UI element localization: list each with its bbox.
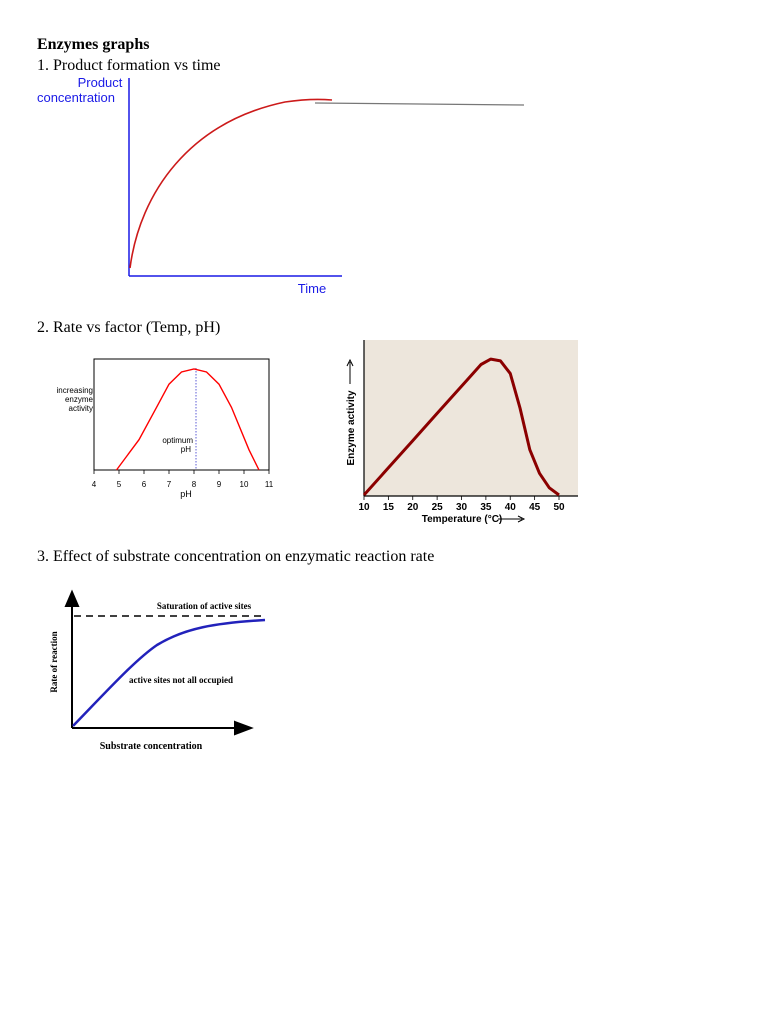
c2-x-tick-label: 5 bbox=[117, 480, 122, 489]
c2-plot-frame bbox=[93, 358, 270, 471]
section-heading-2: 2. Rate vs factor (Temp, pH) bbox=[37, 319, 221, 336]
c3-x-tick-label: 30 bbox=[456, 502, 468, 513]
temperature-chart: Enzyme activity 10 15 20 25 30 35 40 45 50 Tempe… bbox=[346, 340, 578, 525]
c2-x-tick-label: 6 bbox=[142, 480, 147, 489]
c2-x-tick-label: 11 bbox=[265, 480, 274, 489]
c3-x-tick-label: 35 bbox=[480, 502, 492, 513]
c4-saturation-label: Saturation of active sites bbox=[157, 601, 252, 611]
ph-chart: increasing enzyme activity optimum pH 4 5… bbox=[57, 358, 274, 499]
c3-curve bbox=[362, 357, 560, 497]
document-title: Enzymes graphs bbox=[37, 36, 150, 53]
c4-ylabel-text: Rate of reaction bbox=[49, 631, 59, 692]
c2-curve bbox=[115, 368, 260, 471]
c2-x-tick-label: 8 bbox=[192, 480, 197, 489]
c4-xlabel: Substrate concentration bbox=[100, 741, 203, 752]
c4-ylabel: Rate of reaction bbox=[49, 631, 59, 692]
c3-x-tick-label: 45 bbox=[529, 502, 541, 513]
c2-x-tick-label: 4 bbox=[92, 480, 97, 489]
c1-plateau-line bbox=[314, 102, 525, 106]
c1-ylabel-line-1: Product bbox=[78, 75, 123, 90]
c2-ylabel: increasing enzyme activity bbox=[57, 386, 94, 413]
c3-x-tick-label: 15 bbox=[383, 502, 395, 513]
c2-ylabel-line: activity bbox=[69, 404, 93, 413]
c3-x-ticks: 10 15 20 25 30 35 40 45 50 bbox=[358, 496, 565, 513]
c1-xlabel: Time bbox=[298, 281, 326, 296]
c3-x-tick-label: 25 bbox=[432, 502, 444, 513]
c2-x-tick-label: 9 bbox=[217, 480, 222, 489]
substrate-chart: Saturation of active sites active sites … bbox=[49, 589, 266, 752]
c2-ylabel-line: enzyme bbox=[65, 395, 94, 404]
c3-x-tick-label: 40 bbox=[505, 502, 517, 513]
c2-optimum-label-line-2: pH bbox=[181, 445, 191, 454]
c2-ylabel-line: increasing bbox=[57, 386, 93, 395]
c2-x-ticks: 4 5 6 7 8 9 10 11 bbox=[92, 470, 274, 489]
c3-x-tick-label: 20 bbox=[407, 502, 419, 513]
c3-ylabel-text: Enzyme activity bbox=[346, 390, 357, 465]
c2-x-tick-label: 7 bbox=[167, 480, 172, 489]
c4-x-axis-arrow bbox=[72, 720, 254, 736]
section-heading-1: 1. Product formation vs time bbox=[37, 57, 221, 74]
c2-xlabel: pH bbox=[180, 489, 192, 499]
c3-xlabel-arrow bbox=[498, 515, 526, 523]
c2-optimum-label-line-1: optimum bbox=[162, 436, 193, 445]
c3-plot-background bbox=[364, 340, 578, 496]
product-time-chart: Product concentration Time bbox=[37, 75, 525, 296]
c3-xlabel: Temperature (°C) bbox=[422, 514, 503, 525]
c1-curve bbox=[129, 98, 333, 269]
c1-ylabel-line-2: concentration bbox=[37, 90, 115, 105]
c4-curve bbox=[72, 618, 266, 727]
c3-ylabel-arrow bbox=[346, 358, 354, 384]
section-heading-3: 3. Effect of substrate concentration on … bbox=[37, 548, 435, 565]
c4-y-axis-arrow bbox=[64, 589, 80, 728]
c3-ylabel: Enzyme activity bbox=[346, 390, 357, 465]
c4-not-occupied-label: active sites not all occupied bbox=[129, 675, 233, 685]
c2-x-tick-label: 10 bbox=[240, 480, 249, 489]
c3-x-tick-label: 50 bbox=[553, 502, 565, 513]
c3-x-tick-label: 10 bbox=[358, 502, 370, 513]
